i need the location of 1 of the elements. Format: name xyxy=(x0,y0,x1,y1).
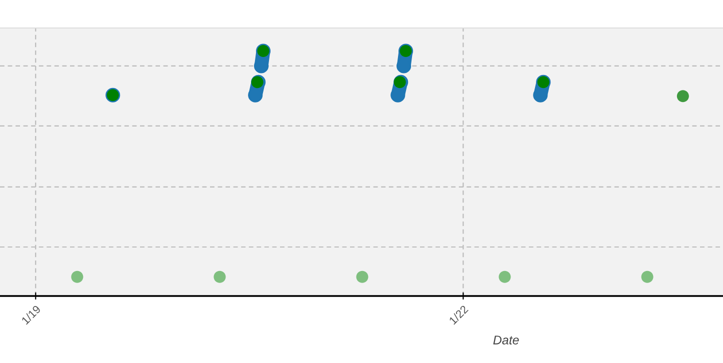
x-axis-title: Date xyxy=(493,336,519,344)
